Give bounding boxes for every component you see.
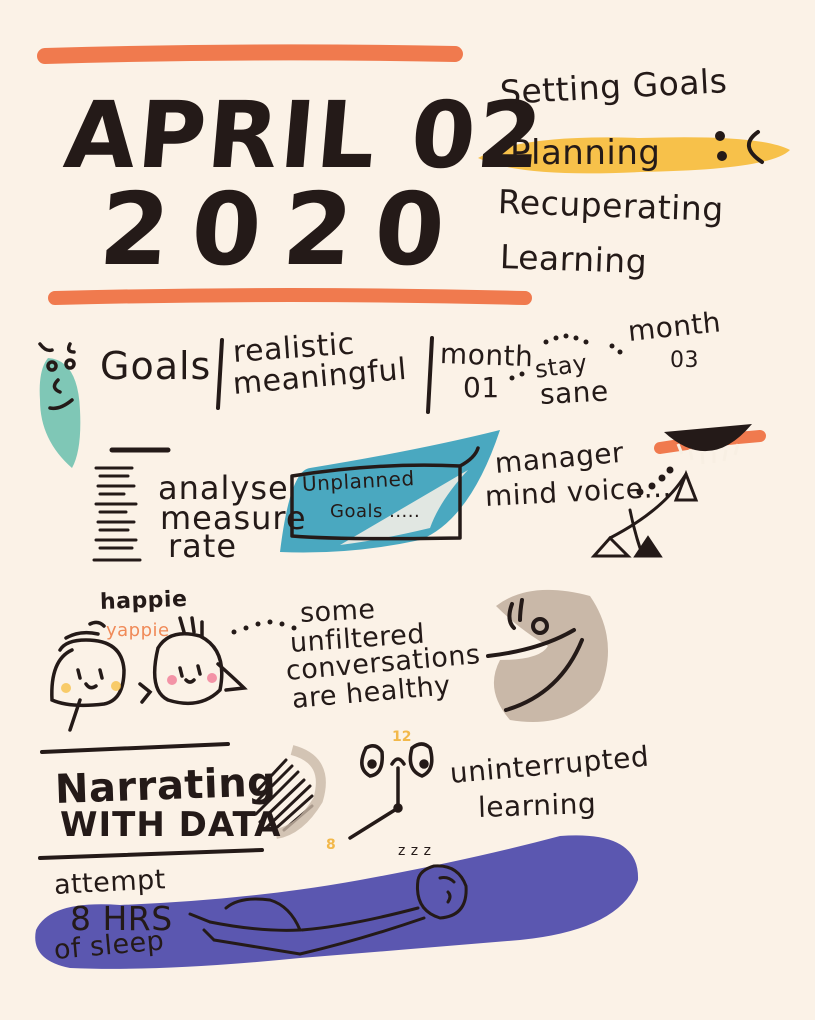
with-data-label: WITH DATA <box>60 805 282 845</box>
sleeping-person-illustration <box>188 864 468 956</box>
leaf-character <box>38 342 81 468</box>
list-analyse: analyse <box>158 469 289 507</box>
month-03-number: 03 <box>670 348 699 373</box>
month-01-label: month <box>439 337 534 374</box>
clock-eight: 8 <box>326 837 336 853</box>
big-smile-face-icon <box>486 589 608 722</box>
scribble-shadow <box>274 745 326 839</box>
blush-cheek <box>207 673 217 683</box>
topic-recuperating: Recuperating <box>497 182 725 229</box>
sane-label: sane <box>539 374 610 411</box>
divider-2 <box>426 336 434 414</box>
sleep-blob <box>35 835 639 969</box>
smiley-face-icon <box>715 130 764 164</box>
month-01-number: 01 <box>463 371 500 404</box>
dotted-path <box>509 333 623 381</box>
narrating-bottom-line <box>38 848 264 860</box>
divider-1 <box>216 338 224 410</box>
narrating-top-line <box>40 742 230 754</box>
topic-planning: Planning <box>510 133 661 173</box>
dotted-trail <box>231 619 297 635</box>
eight-hours-label: 8 HRS <box>70 899 173 938</box>
balance-scale-icon <box>590 466 699 558</box>
grin-mouth-icon <box>654 424 766 465</box>
top-orange-bar <box>37 44 463 64</box>
two-friends-illustration <box>50 616 248 732</box>
date-year: 2020 <box>95 171 471 288</box>
topic-learning: Learning <box>499 237 648 282</box>
goals-label: Goals ..... <box>330 501 421 522</box>
learning-label: learning <box>477 786 597 824</box>
list-lines-icon <box>92 447 171 562</box>
narrating-label: Narrating <box>54 759 278 813</box>
unplanned-goals-box <box>280 430 500 553</box>
goals-heading: Goals <box>100 344 212 388</box>
yappie-label: yappie <box>106 620 170 641</box>
clock-twelve: 12 <box>392 729 412 745</box>
list-measure: measure <box>160 499 307 537</box>
zzz-label: z z z <box>398 843 432 859</box>
list-rate: rate <box>168 527 237 565</box>
blush-cheek <box>111 681 121 691</box>
blush-cheek <box>167 675 177 685</box>
date-month-day: APRIL 02 <box>60 82 549 189</box>
clock-icon <box>348 742 434 840</box>
blush-cheek <box>61 683 71 693</box>
attempt-label: attempt <box>53 864 167 901</box>
planning-highlight <box>478 137 790 174</box>
unplanned-label: Unplanned <box>301 466 416 496</box>
happie-label: happie <box>99 586 188 615</box>
bottom-orange-bar <box>48 288 532 305</box>
